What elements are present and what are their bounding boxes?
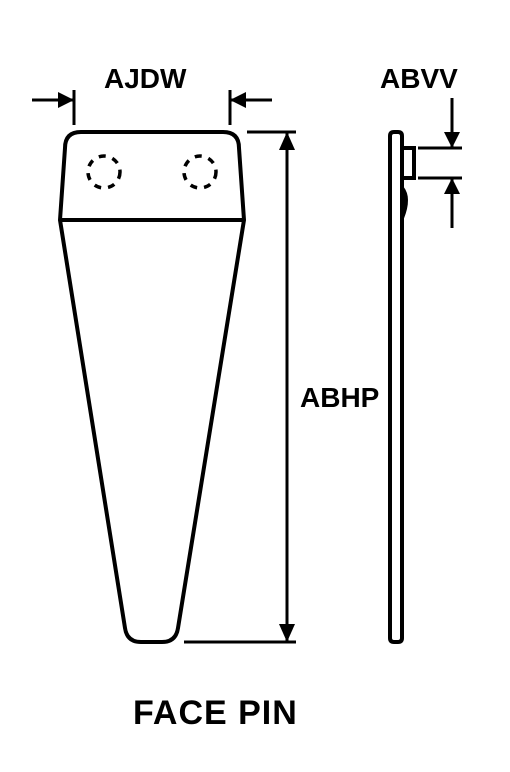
side-plate bbox=[390, 132, 402, 642]
dimension-abhp bbox=[184, 132, 296, 642]
label-abhp: ABHP bbox=[300, 382, 379, 414]
dimension-abvv bbox=[418, 98, 462, 228]
side-view bbox=[390, 132, 414, 642]
front-view bbox=[60, 132, 244, 642]
diagram-title: FACE PIN bbox=[133, 694, 298, 733]
diagram-svg bbox=[0, 0, 510, 772]
front-outline bbox=[60, 132, 244, 642]
label-abvv: ABVV bbox=[380, 63, 458, 95]
front-hole-1 bbox=[88, 156, 120, 188]
label-ajdw: AJDW bbox=[104, 63, 186, 95]
front-hole-2 bbox=[184, 156, 216, 188]
diagram-container: AJDW ABHP ABVV FACE PIN bbox=[0, 0, 510, 772]
dimension-ajdw bbox=[32, 90, 272, 125]
